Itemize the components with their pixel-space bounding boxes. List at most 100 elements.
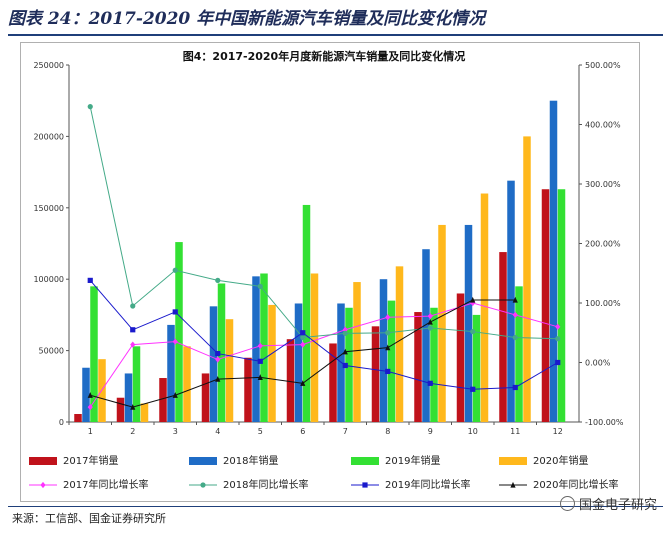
legend-label: 2020年同比增长率 [533,478,618,491]
y-left-tick-label: 250000 [33,61,64,70]
x-tick-label: 5 [258,427,263,436]
bar-1-4 [201,373,210,422]
legend-label: 2020年销量 [533,454,588,467]
bar-2-8 [379,279,388,422]
x-tick-label: 4 [215,427,220,436]
point-1-1 [87,404,93,411]
bar-2-11 [507,180,515,422]
bar-3-8 [387,300,396,422]
x-tick-label: 11 [510,427,520,436]
point-3-11 [512,384,518,391]
bar-3-11 [515,286,523,422]
legend-label: 2018年同比增长率 [223,478,308,491]
point-4-7 [342,348,348,355]
y-right-tick-label: 300.00% [585,180,621,189]
legend-label: 2018年销量 [223,454,278,467]
bar-1-7 [329,343,337,422]
point-4-2 [130,404,136,410]
legend-swatch-2 [189,457,217,465]
point-3-7 [342,362,348,369]
point-2-9 [427,325,433,331]
point-3-3 [172,309,178,315]
legend-swatch-3 [351,457,379,465]
x-tick-label: 6 [300,427,305,436]
point-4-5 [257,374,263,380]
bar-2-4 [209,306,218,422]
bar-3-12 [557,189,566,422]
legend-marker-1 [40,481,46,489]
point-1-3 [172,338,178,345]
point-3-4 [215,350,221,357]
bar-4-9 [438,224,446,422]
y-left-tick-label: 100000 [33,275,64,284]
point-1-12 [555,323,561,330]
series-line-2 [89,106,558,340]
point-1-6 [300,341,306,348]
bar-1-2 [116,397,125,422]
bar-2-3 [167,324,175,422]
watermark: 国金电子研究 [559,494,657,513]
bar-4-8 [395,266,404,422]
bar-4-10 [480,193,489,422]
source-rule [8,506,663,507]
point-4-10 [470,296,476,303]
point-2-5 [257,283,263,289]
legend-marker-3 [362,482,368,488]
bar-2-1 [82,367,90,422]
point-1-11 [512,311,518,318]
source-text: 来源：工信部、国金证券研究所 [12,512,166,525]
y-left-tick-label: 150000 [33,204,64,213]
bar-3-1 [90,286,98,422]
x-tick-label: 12 [553,427,563,436]
y-right-tick-label: 0.00% [585,359,611,368]
bar-4-11 [523,136,531,422]
legend-label: 2019年同比增长率 [385,478,470,491]
point-3-9 [427,380,433,386]
point-2-8 [385,330,391,336]
legend-label: 2017年销量 [63,454,118,467]
y-right-tick-label: 400.00% [585,121,621,130]
point-3-8 [385,368,391,375]
point-1-9 [427,312,433,320]
y-right-tick-label: -100.00% [585,418,624,427]
point-2-2 [130,303,136,309]
point-4-1 [87,392,93,398]
bar-3-9 [430,307,438,422]
legend-label: 2017年同比增长率 [63,478,148,491]
bar-1-6 [286,339,295,422]
legend-swatch-4 [499,457,527,465]
x-tick-label: 8 [385,427,390,436]
chart-svg: 图4：2017-2020年月度新能源汽车销量及同比变化情况 0 50000 10000… [29,49,624,491]
point-3-5 [257,358,263,364]
y-right-tick-label: 100.00% [585,299,621,308]
bar-2-5 [252,276,260,422]
point-3-6 [300,330,306,336]
x-tick-label: 9 [428,427,433,436]
watermark-text: 国金电子研究 [578,498,657,513]
point-4-9 [427,318,433,325]
chart-frame: 图4：2017-2020年月度新能源汽车销量及同比变化情况 0 50000 10000… [20,42,640,502]
x-tick-label: 2 [130,427,135,436]
x-tick-label: 1 [88,427,93,436]
point-2-11 [512,334,518,341]
bar-1-5 [244,357,252,422]
x-tick-label: 7 [343,427,348,436]
bar-4-4 [225,319,234,422]
bar-3-4 [217,283,226,422]
chart-title: 图4：2017-2020年月度新能源汽车销量及同比变化情况 [183,49,465,63]
bar-1-12 [541,189,550,422]
bar-1-10 [456,293,465,422]
bar-2-2 [124,373,133,422]
point-1-8 [385,314,391,321]
bar-4-6 [310,273,319,422]
bar-1-9 [414,312,422,422]
wechat-icon [559,496,575,511]
y-left-tick-label: 200000 [33,132,64,141]
legend-marker-4 [510,481,516,488]
bar-2-10 [464,224,473,422]
point-3-12 [555,359,561,366]
header-rule [8,34,663,36]
bar-1-8 [371,326,380,422]
point-4-6 [300,380,306,386]
point-4-8 [385,344,391,351]
